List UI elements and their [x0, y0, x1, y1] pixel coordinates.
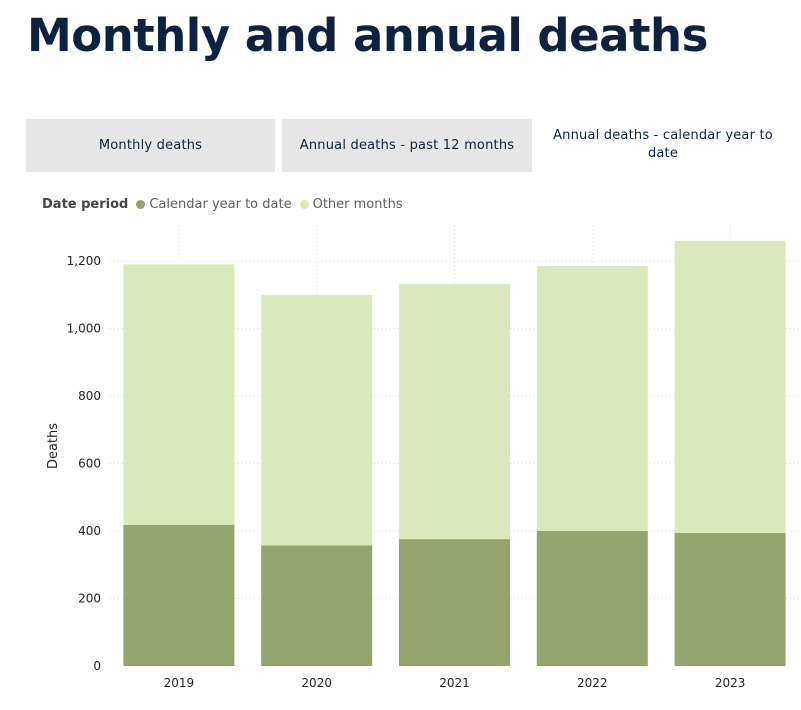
legend-dot-icon	[136, 199, 146, 209]
legend-item-other-months[interactable]: Other months	[299, 196, 403, 212]
x-tick-label: 2021	[439, 676, 470, 690]
bar-other-months-2020[interactable]	[261, 295, 373, 546]
legend-item-calendar-year-to-date[interactable]: Calendar year to date	[136, 196, 292, 212]
x-tick-label: 2019	[164, 676, 195, 690]
bar-calendar-year-to-date-2020[interactable]	[261, 545, 373, 666]
x-tick-label: 2020	[301, 676, 332, 690]
chart-legend: Date period Calendar year to date Other …	[42, 195, 411, 213]
tab-annual-deaths-past-12-months[interactable]: Annual deaths - past 12 months	[282, 119, 532, 172]
bar-calendar-year-to-date-2022[interactable]	[536, 531, 648, 666]
bar-other-months-2023[interactable]	[674, 240, 786, 534]
x-tick-label: 2023	[715, 676, 746, 690]
y-tick-label: 800	[78, 389, 101, 403]
y-tick-label: 0	[93, 659, 101, 673]
legend-label: Calendar year to date	[149, 196, 292, 212]
legend-label: Other months	[312, 196, 403, 212]
bar-other-months-2019[interactable]	[123, 264, 235, 525]
legend-dot-icon	[299, 199, 309, 209]
bar-calendar-year-to-date-2021[interactable]	[399, 539, 510, 666]
y-tick-label: 1,200	[67, 254, 101, 268]
y-axis-title: Deaths	[46, 423, 61, 469]
bar-calendar-year-to-date-2023[interactable]	[674, 533, 786, 666]
tab-monthly-deaths[interactable]: Monthly deaths	[26, 119, 275, 172]
y-tick-label: 600	[78, 457, 101, 471]
bar-other-months-2021[interactable]	[399, 283, 510, 540]
page-title: Monthly and annual deaths	[27, 9, 708, 62]
y-tick-label: 400	[78, 524, 101, 538]
bar-other-months-2022[interactable]	[536, 266, 648, 531]
bar-calendar-year-to-date-2019[interactable]	[123, 524, 235, 666]
legend-title: Date period	[42, 196, 129, 212]
y-tick-label: 1,000	[67, 322, 101, 336]
tab-annual-deaths-calendar-year-to-date[interactable]: Annual deaths - calendar year to date	[553, 128, 773, 161]
x-tick-label: 2022	[577, 676, 608, 690]
y-tick-label: 200	[78, 592, 101, 606]
